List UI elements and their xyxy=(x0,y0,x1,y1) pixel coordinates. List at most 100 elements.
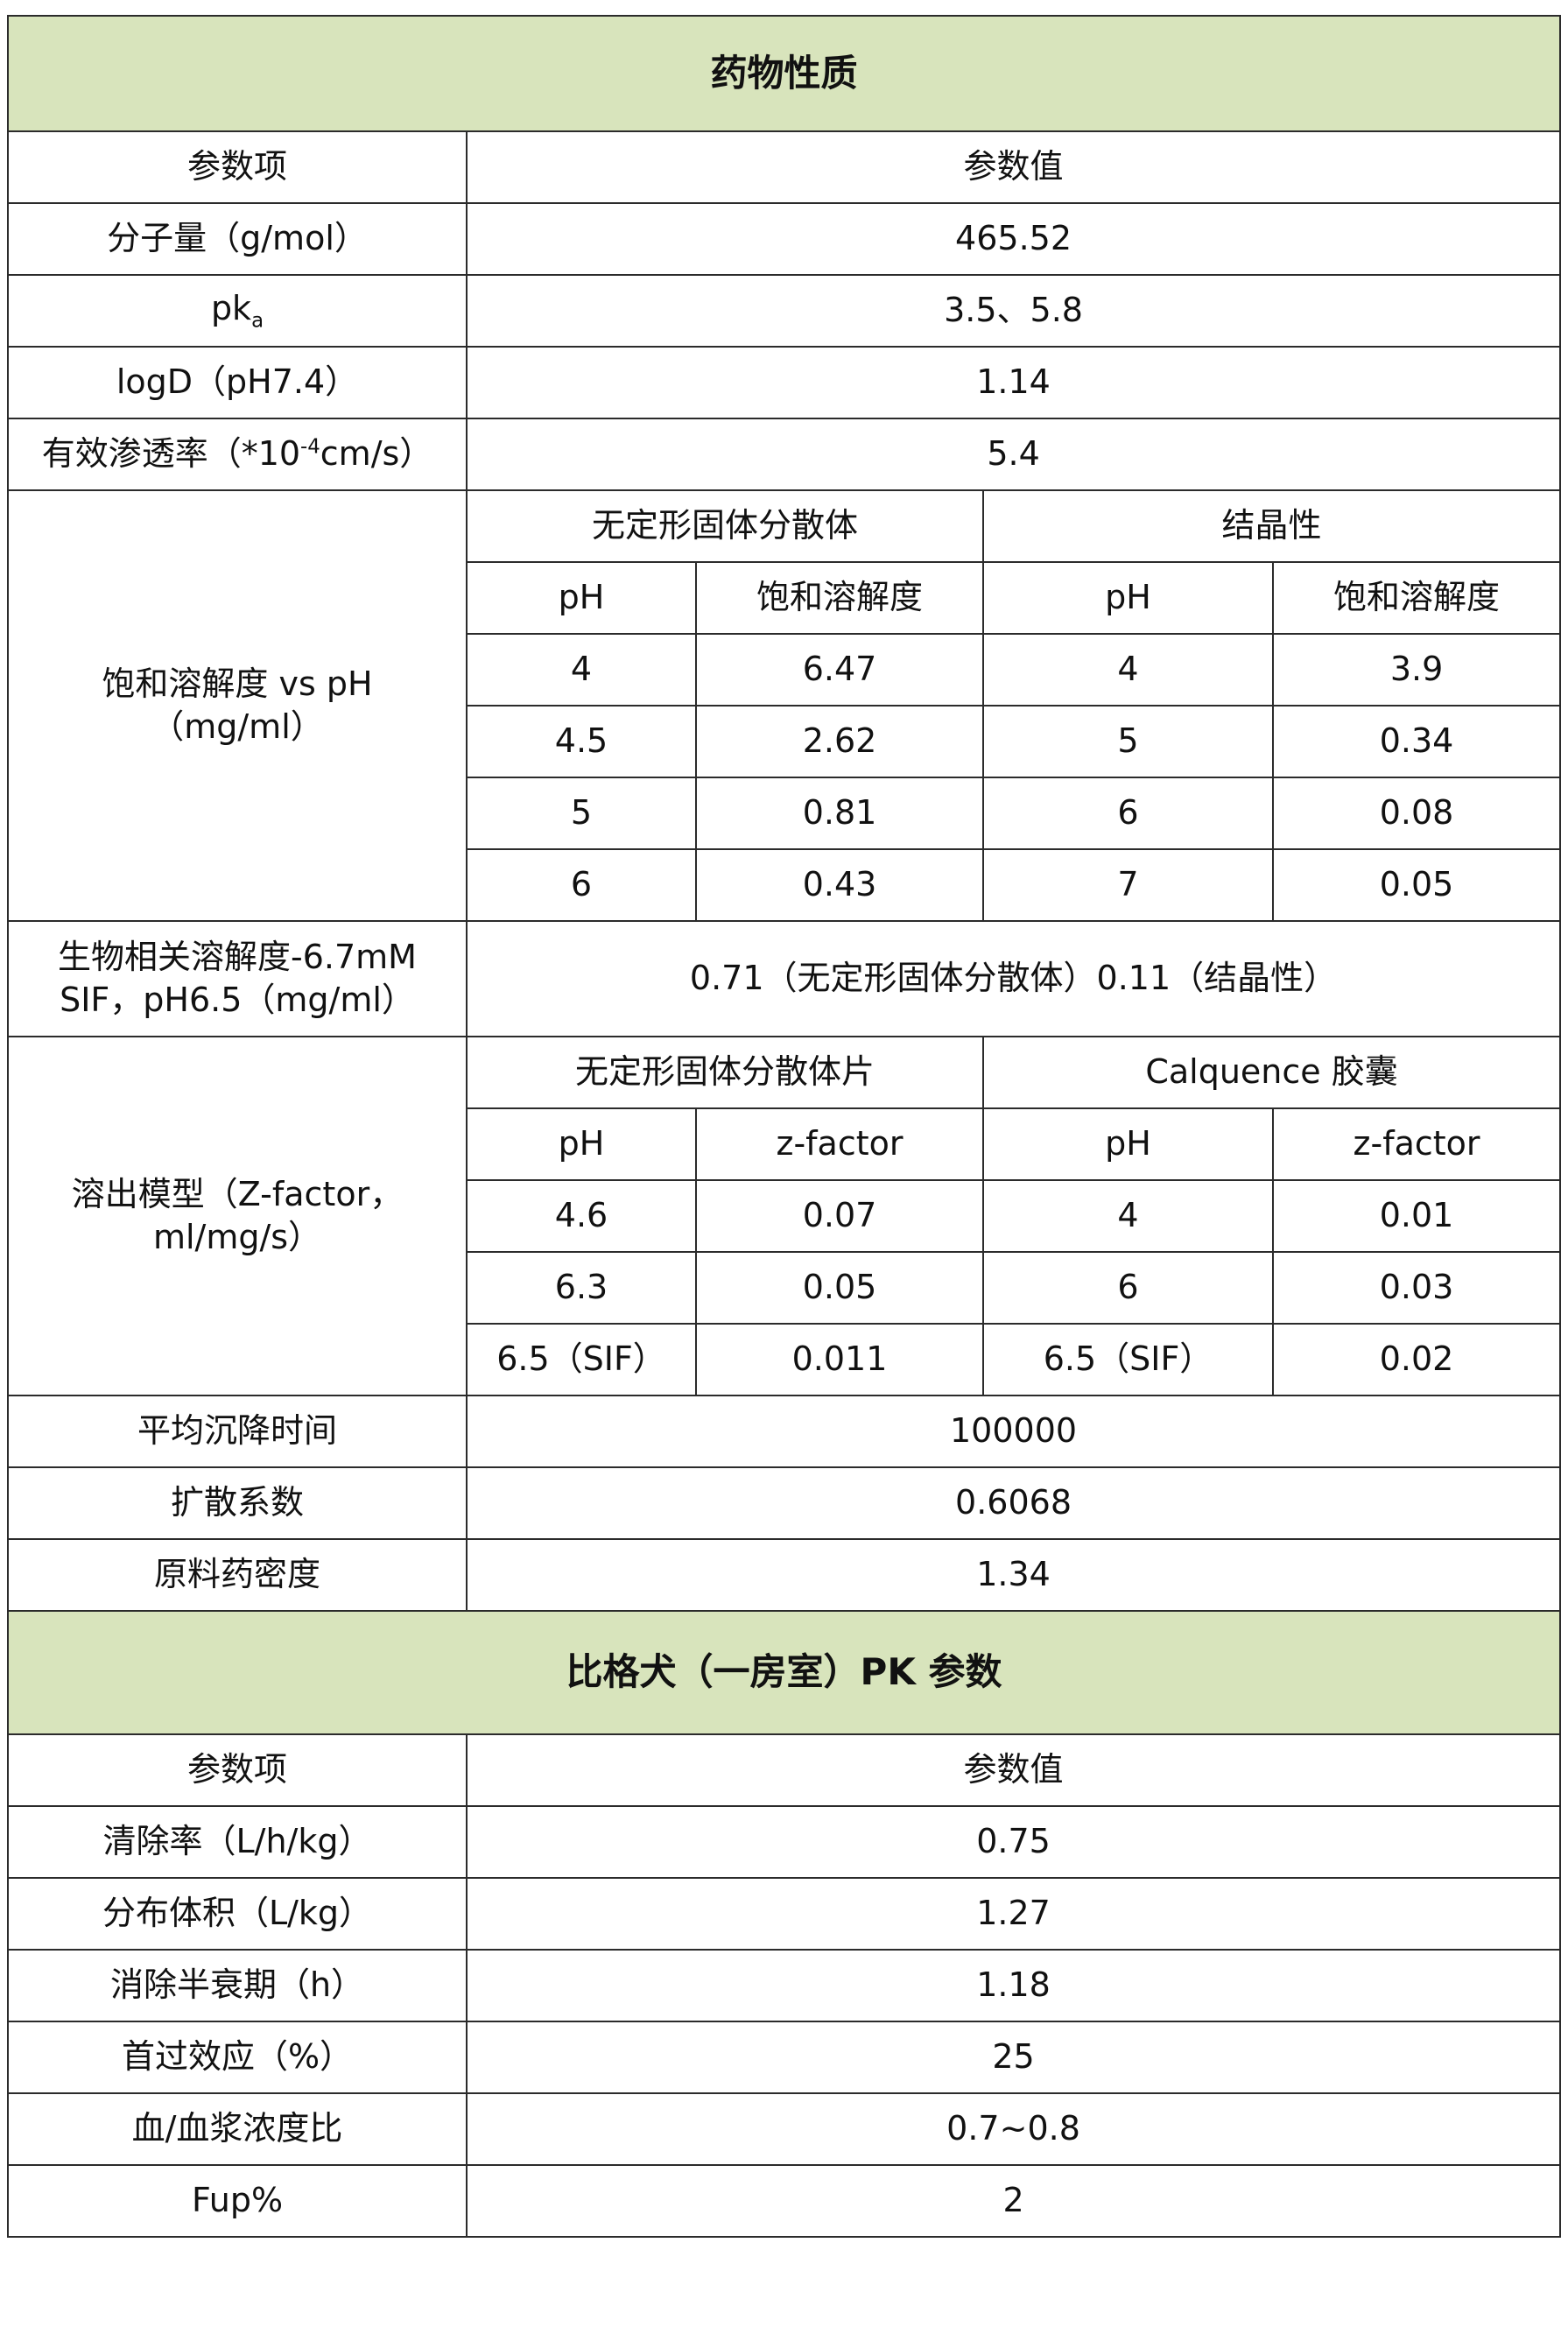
cell: 0.07 xyxy=(695,1179,984,1253)
cell: 7 xyxy=(982,848,1274,922)
param-cell: logD（pH7.4） xyxy=(7,346,468,419)
cell: 0.81 xyxy=(695,777,984,850)
cell: 3.9 xyxy=(1271,633,1562,707)
param-cell: 消除半衰期（h） xyxy=(7,1949,468,2022)
sub-row: 4.6 0.07 4 0.01 xyxy=(8,1179,1562,1253)
dissolution-group-row: 溶出模型（Z-factor， ml/mg/s） 无定形固体分散体片 Calquen… xyxy=(7,1036,1562,1396)
param-cell: 平均沉降时间 xyxy=(7,1395,468,1468)
group-header: 无定形固体分散体片 xyxy=(466,1036,984,1109)
value-cell: 5.4 xyxy=(465,418,1562,491)
cell: 0.05 xyxy=(1271,848,1562,922)
param-line: ml/mg/s） xyxy=(152,1218,322,1256)
section-header-pk: 比格犬（一房室）PK 参数 xyxy=(6,1610,1562,1735)
sub-row: 6.5（SIF） 0.011 6.5（SIF） 0.02 xyxy=(8,1323,1562,1396)
cell: 6 xyxy=(466,848,697,922)
sub-header: pH xyxy=(466,561,697,635)
sub-header-row: pH z-factor pH z-factor xyxy=(8,1107,1562,1181)
group-header: 无定形固体分散体 xyxy=(466,489,984,563)
value-cell: 2 xyxy=(465,2164,1562,2238)
sub-header: pH xyxy=(466,1107,697,1181)
solubility-group-row: 饱和溶解度 vs pH （mg/ml） 无定形固体分散体 结晶性 xyxy=(7,489,1562,922)
table-row: 分布体积（L/kg） 1.27 xyxy=(7,1877,1562,1951)
table-row: logD（pH7.4） 1.14 xyxy=(7,346,1562,419)
param-main: pk xyxy=(210,288,252,327)
value-cell: 465.52 xyxy=(465,202,1562,276)
header-param: 参数项 xyxy=(7,1733,468,1807)
sub-row: 6 0.43 7 0.05 xyxy=(8,848,1562,922)
bio-solubility-row: 生物相关溶解度-6.7mM SIF，pH6.5（mg/ml） 0.71（无定形固体分… xyxy=(7,920,1562,1037)
table-row: Fup% 2 xyxy=(7,2164,1562,2238)
cell: 2.62 xyxy=(695,705,984,778)
value-cell: 0.6068 xyxy=(465,1466,1562,1540)
solubility-param-cell: 饱和溶解度 vs pH （mg/ml） xyxy=(7,489,468,922)
param-cell: 有效渗透率（*10-4cm/s） xyxy=(7,418,468,491)
table-header-row: 参数项 参数值 xyxy=(7,1733,1562,1807)
param-cell: 分子量（g/mol） xyxy=(7,202,468,276)
param-cell: pka xyxy=(7,274,468,348)
param-text: cm/s） xyxy=(320,434,433,474)
cell: 5 xyxy=(982,705,1274,778)
param-cell: 血/血浆浓度比 xyxy=(7,2092,468,2166)
sub-header: pH xyxy=(982,1107,1274,1181)
sub-row: 4.5 2.62 5 0.34 xyxy=(8,705,1562,778)
table-header-row: 参数项 参数值 xyxy=(7,130,1562,204)
table-row: 消除半衰期（h） 1.18 xyxy=(7,1949,1562,2022)
sub-row: 4 6.47 4 3.9 xyxy=(8,633,1562,707)
cell: 4 xyxy=(982,1179,1274,1253)
dissolution-param-cell: 溶出模型（Z-factor， ml/mg/s） xyxy=(7,1036,468,1396)
table-row: 有效渗透率（*10-4cm/s） 5.4 xyxy=(7,418,1562,491)
cell: 6.3 xyxy=(466,1251,697,1325)
cell: 0.03 xyxy=(1271,1251,1562,1325)
param-line: （mg/ml） xyxy=(151,707,324,746)
value-cell: 3.5、5.8 xyxy=(465,274,1562,348)
cell: 0.08 xyxy=(1271,777,1562,850)
param-line: 饱和溶解度 vs pH xyxy=(102,664,373,703)
value-cell: 0.75 xyxy=(465,1805,1562,1879)
cell: 0.011 xyxy=(695,1323,984,1396)
cell: 0.02 xyxy=(1271,1323,1562,1396)
cell: 4.5 xyxy=(466,705,697,778)
param-cell: 清除率（L/h/kg） xyxy=(7,1805,468,1879)
sub-header-row: pH 饱和溶解度 pH 饱和溶解度 xyxy=(8,561,1562,635)
cell: 0.34 xyxy=(1271,705,1562,778)
cell: 4 xyxy=(466,633,697,707)
sub-header: pH xyxy=(982,561,1274,635)
param-superscript: -4 xyxy=(300,435,320,459)
param-text: 有效渗透率（*10 xyxy=(41,434,301,474)
table-row: 血/血浆浓度比 0.7~0.8 xyxy=(7,2092,1562,2166)
param-subscript: a xyxy=(251,309,264,333)
cell: 5 xyxy=(466,777,697,850)
param-cell: Fup% xyxy=(7,2164,468,2238)
section-title: 药物性质 xyxy=(6,15,1562,132)
section-header-drug-properties: 药物性质 xyxy=(6,15,1562,132)
param-cell: 原料药密度 xyxy=(7,1538,468,1612)
value-cell: 0.71（无定形固体分散体）0.11（结晶性） xyxy=(465,920,1562,1037)
sub-header: 饱和溶解度 xyxy=(1271,561,1562,635)
group-header: 结晶性 xyxy=(981,489,1562,563)
cell: 4.6 xyxy=(466,1179,697,1253)
table-row: 扩散系数 0.6068 xyxy=(7,1466,1562,1540)
group-header: Calquence 胶囊 xyxy=(981,1036,1562,1109)
table-row: 原料药密度 1.34 xyxy=(7,1538,1562,1612)
cell: 0.43 xyxy=(695,848,984,922)
table-row: 清除率（L/h/kg） 0.75 xyxy=(7,1805,1562,1879)
cell: 6 xyxy=(982,777,1274,850)
value-cell: 1.18 xyxy=(465,1949,1562,2022)
sub-row: 5 0.81 6 0.08 xyxy=(8,777,1562,850)
section-title: 比格犬（一房室）PK 参数 xyxy=(6,1610,1562,1735)
value-cell: 1.14 xyxy=(465,346,1562,419)
header-value: 参数值 xyxy=(465,130,1562,204)
param-cell: 生物相关溶解度-6.7mM SIF，pH6.5（mg/ml） xyxy=(7,920,468,1037)
value-cell: 1.34 xyxy=(465,1538,1562,1612)
param-cell: 分布体积（L/kg） xyxy=(7,1877,468,1951)
header-param: 参数项 xyxy=(7,130,468,204)
cell: 0.05 xyxy=(695,1251,984,1325)
table-row: 分子量（g/mol） 465.52 xyxy=(7,202,1562,276)
cell: 6.5（SIF） xyxy=(466,1323,697,1396)
table-row: 首过效应（%） 25 xyxy=(7,2021,1562,2094)
param-cell: 扩散系数 xyxy=(7,1466,468,1540)
sub-row: 6.3 0.05 6 0.03 xyxy=(8,1251,1562,1325)
param-line: SIF，pH6.5（mg/ml） xyxy=(60,981,415,1019)
cell: 0.01 xyxy=(1271,1179,1562,1253)
value-cell: 100000 xyxy=(465,1395,1562,1468)
